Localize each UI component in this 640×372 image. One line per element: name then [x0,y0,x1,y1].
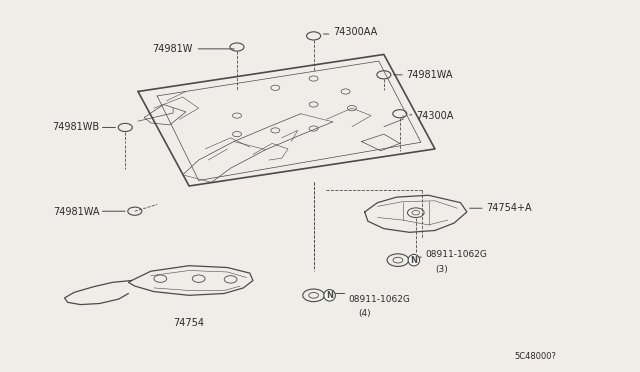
Text: 74981WA: 74981WA [406,70,452,80]
Text: 74754+A: 74754+A [486,203,532,213]
Text: 74300A: 74300A [416,110,453,121]
Text: (3): (3) [435,265,448,274]
Text: 74981WA: 74981WA [53,207,100,217]
Text: N: N [410,256,417,264]
Text: (4): (4) [358,310,371,318]
Text: 74981W: 74981W [152,44,192,54]
Text: 5C48000?: 5C48000? [515,352,556,361]
Text: 74754: 74754 [173,318,204,328]
Text: 08911-1062G: 08911-1062G [426,250,487,259]
Text: 08911-1062G: 08911-1062G [349,295,411,304]
Text: 74981WB: 74981WB [52,122,100,132]
Text: N: N [326,291,333,300]
Text: 74300AA: 74300AA [333,27,377,37]
